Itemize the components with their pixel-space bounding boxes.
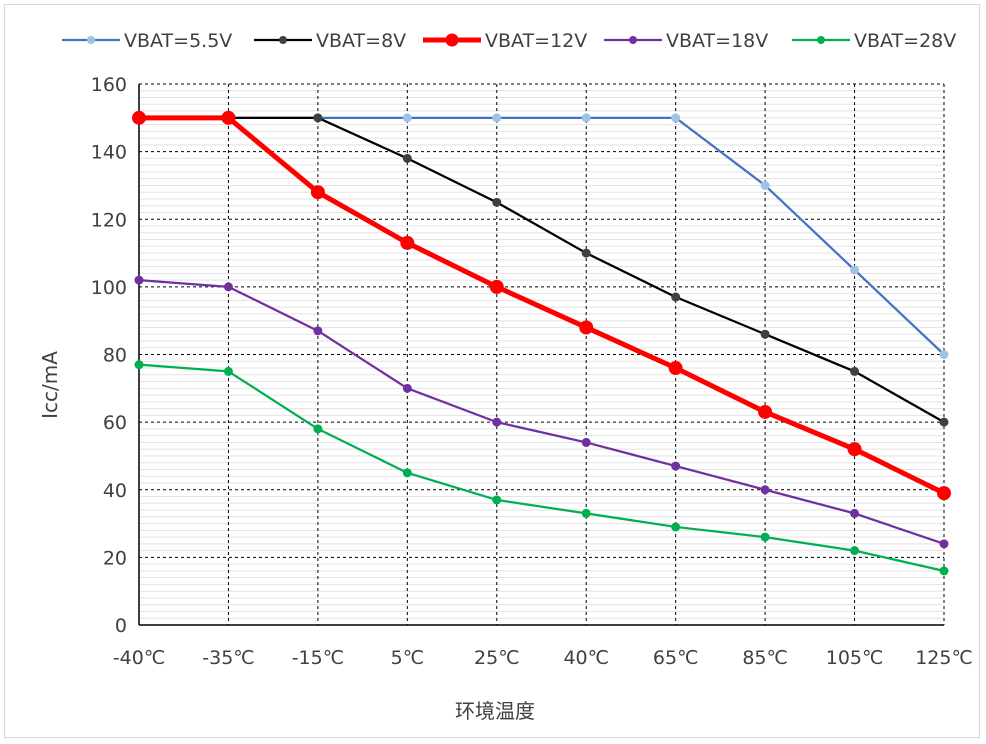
series-line (138, 278, 945, 545)
legend-item: VBAT=18V (604, 30, 768, 52)
x-tick-label: -15℃ (292, 647, 344, 669)
data-point (939, 350, 949, 359)
data-point (671, 461, 681, 471)
series-line (139, 116, 945, 424)
legend: VBAT=5.5V VBAT=8V VBAT=12V VBAT=18V VBAT=28V (62, 30, 956, 52)
data-point (668, 361, 683, 376)
series-4 (134, 275, 949, 549)
axis-layer: 0 20 40 60 80 100 120 140 160 -40℃ -35℃ -15℃ 5℃ 25℃ 40… (91, 74, 973, 669)
data-point (400, 235, 415, 250)
data-point (760, 329, 770, 339)
data-point (402, 468, 412, 478)
data-point (492, 113, 502, 123)
x-tick-label: 40℃ (563, 647, 609, 669)
series-line (139, 115, 946, 496)
legend-marker (87, 36, 95, 44)
x-tick-label: -35℃ (202, 647, 254, 669)
data-point (939, 539, 949, 549)
data-point (760, 180, 770, 190)
data-point (492, 197, 502, 207)
y-tick-label: 80 (103, 345, 127, 367)
series-layer (132, 110, 951, 576)
legend-item: VBAT=5.5V (62, 30, 232, 52)
data-point (760, 485, 770, 495)
data-point (850, 265, 860, 275)
series-line (139, 116, 945, 356)
data-point (671, 292, 681, 302)
legend-label: VBAT=28V (854, 30, 956, 52)
data-point (937, 486, 951, 501)
x-tick-label: -40℃ (113, 647, 165, 669)
x-tick-label: 85℃ (742, 647, 788, 669)
legend-marker (629, 36, 637, 44)
y-tick-label: 0 (115, 615, 127, 637)
y-tick-label: 40 (103, 480, 127, 502)
legend-label: VBAT=8V (316, 30, 406, 52)
x-tick-label: 5℃ (391, 647, 424, 669)
legend-marker (279, 36, 287, 44)
legend-marker (817, 36, 825, 44)
data-point (492, 417, 502, 427)
chart-frame (4, 4, 980, 738)
data-point (402, 113, 412, 123)
data-point (671, 522, 681, 532)
data-point (850, 546, 860, 556)
data-point (579, 320, 594, 335)
data-point (492, 495, 502, 505)
data-point (313, 113, 323, 123)
legend-label: VBAT=5.5V (124, 30, 232, 52)
series-3 (132, 110, 951, 501)
data-point (132, 110, 146, 125)
x-tick-label: 125℃ (915, 647, 973, 669)
data-point (313, 424, 323, 434)
data-point (489, 279, 504, 294)
y-tick-label: 20 (103, 547, 127, 569)
series-1 (134, 113, 949, 359)
series-2 (134, 113, 949, 427)
y-tick-label: 100 (91, 277, 127, 299)
data-point (758, 404, 773, 419)
data-point (581, 437, 591, 447)
legend-item: VBAT=8V (254, 30, 406, 52)
x-tick-label: 105℃ (826, 647, 884, 669)
data-point (850, 366, 860, 376)
data-point (223, 282, 233, 292)
data-point (402, 153, 412, 163)
y-tick-label: 140 (91, 142, 127, 164)
data-point (581, 248, 591, 258)
data-point (134, 275, 144, 285)
data-point (850, 508, 860, 518)
x-tick-label: 25℃ (474, 647, 520, 669)
data-point (134, 360, 144, 370)
legend-label: VBAT=12V (485, 30, 587, 52)
y-axis-title: Icc/mA (38, 351, 62, 419)
data-point (313, 326, 323, 336)
y-tick-label: 160 (91, 74, 127, 96)
data-point (671, 113, 681, 123)
x-axis-title: 环境温度 (455, 699, 535, 723)
series-5 (134, 360, 949, 576)
data-point (221, 110, 236, 125)
data-point (847, 442, 862, 457)
x-tick-label: 65℃ (653, 647, 699, 669)
data-point (310, 185, 325, 200)
data-point (581, 508, 591, 518)
data-point (402, 383, 412, 393)
legend-item: VBAT=28V (792, 30, 956, 52)
data-point (939, 417, 949, 427)
legend-item: VBAT=12V (423, 30, 587, 52)
legend-label: VBAT=18V (666, 30, 768, 52)
data-point (223, 366, 233, 376)
data-point (760, 532, 770, 542)
y-tick-label: 60 (103, 412, 127, 434)
data-point (939, 566, 949, 576)
data-point (581, 113, 591, 123)
legend-marker (445, 33, 459, 47)
series-line (138, 363, 945, 572)
y-tick-label: 120 (91, 209, 127, 231)
grid-layer (139, 83, 945, 625)
